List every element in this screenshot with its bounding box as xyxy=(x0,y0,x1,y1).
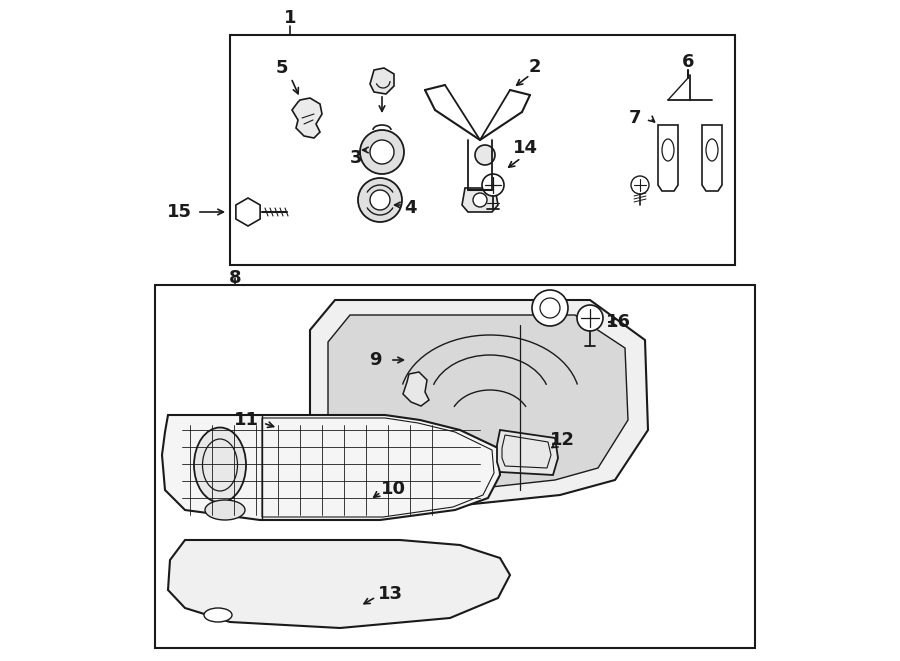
Text: 15: 15 xyxy=(167,203,192,221)
Circle shape xyxy=(631,176,649,194)
Text: 12: 12 xyxy=(550,431,574,449)
Ellipse shape xyxy=(194,428,246,502)
Polygon shape xyxy=(658,125,678,191)
Text: 9: 9 xyxy=(369,351,382,369)
Circle shape xyxy=(473,193,487,207)
Polygon shape xyxy=(162,415,500,520)
Text: 2: 2 xyxy=(529,58,541,76)
Polygon shape xyxy=(497,430,558,475)
Polygon shape xyxy=(236,198,260,226)
Text: 16: 16 xyxy=(606,313,631,331)
Polygon shape xyxy=(292,98,322,138)
Text: 14: 14 xyxy=(512,139,537,157)
Circle shape xyxy=(358,178,402,222)
Text: 4: 4 xyxy=(404,199,416,217)
Polygon shape xyxy=(403,372,429,406)
Text: 13: 13 xyxy=(377,585,402,603)
Circle shape xyxy=(370,140,394,164)
Polygon shape xyxy=(370,68,394,94)
Circle shape xyxy=(475,145,495,165)
Circle shape xyxy=(360,130,404,174)
Text: 10: 10 xyxy=(381,480,406,498)
Polygon shape xyxy=(462,188,498,212)
Text: 11: 11 xyxy=(233,411,258,429)
Ellipse shape xyxy=(204,608,232,622)
Circle shape xyxy=(532,290,568,326)
Bar xyxy=(155,285,755,648)
Circle shape xyxy=(482,174,504,196)
Polygon shape xyxy=(328,315,628,495)
Polygon shape xyxy=(310,300,648,510)
Polygon shape xyxy=(702,125,722,191)
Ellipse shape xyxy=(205,500,245,520)
Polygon shape xyxy=(168,540,510,628)
Text: 1: 1 xyxy=(284,9,296,27)
Bar xyxy=(230,35,735,265)
Text: 7: 7 xyxy=(629,109,641,127)
Text: 3: 3 xyxy=(350,149,362,167)
Text: 8: 8 xyxy=(229,269,241,287)
Circle shape xyxy=(577,305,603,331)
Circle shape xyxy=(370,190,390,210)
Text: 5: 5 xyxy=(275,59,288,77)
Text: 6: 6 xyxy=(682,53,694,71)
